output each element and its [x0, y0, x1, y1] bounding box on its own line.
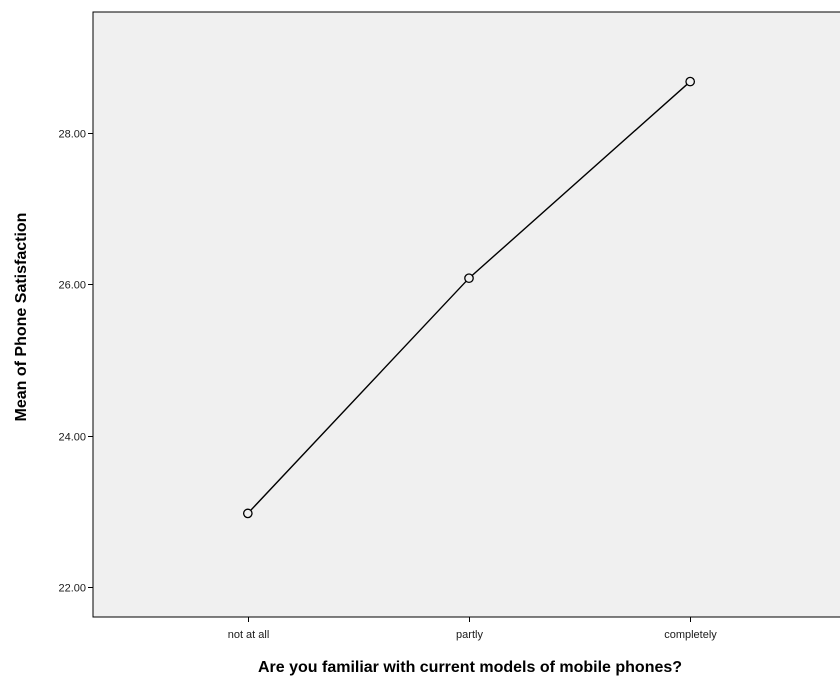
x-tick-label: partly	[456, 629, 483, 641]
y-axis: 22.00 24.00 26.00 28.00	[58, 129, 93, 595]
series-layer	[242, 76, 696, 519]
y-tick-label: 28.00	[58, 129, 86, 141]
x-axis-title: Are you familiar with current models of …	[258, 659, 682, 676]
data-point-marker	[242, 508, 253, 519]
y-axis-title: Mean of Phone Satisfaction	[13, 213, 30, 422]
plot-area	[92, 11, 840, 618]
y-tick-label: 22.00	[58, 583, 86, 595]
data-point-marker	[464, 273, 474, 284]
x-tick-label: not at all	[228, 629, 270, 641]
data-point-marker	[685, 76, 696, 87]
x-tick-label: completely	[664, 629, 717, 641]
y-tick-label: 26.00	[58, 280, 86, 292]
x-axis: not at all partly completely	[228, 617, 717, 641]
y-tick-label: 24.00	[58, 432, 86, 444]
